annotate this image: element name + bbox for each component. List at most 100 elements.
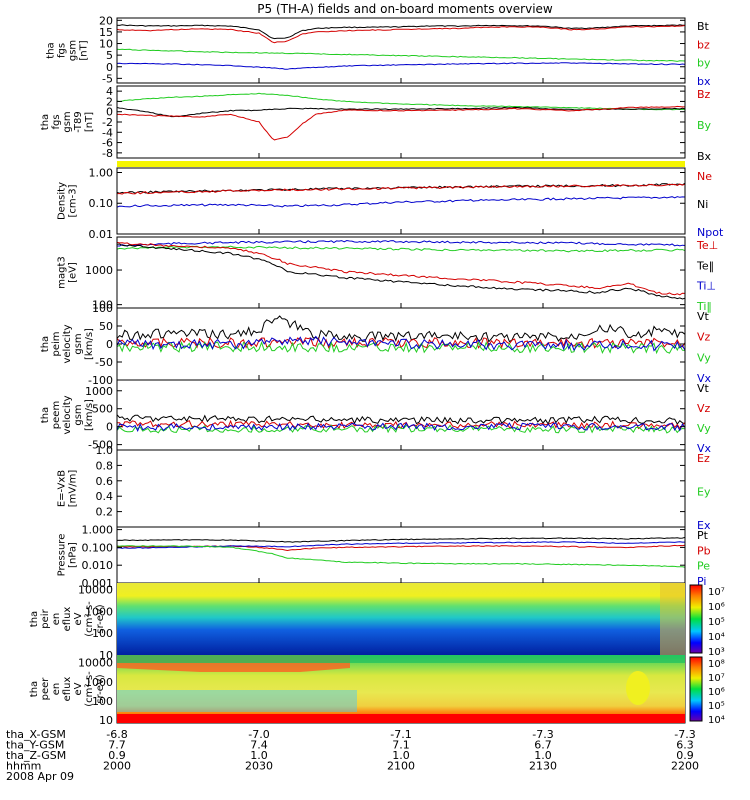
y-axis-label-efield: [mV/m]	[68, 470, 79, 508]
legend-peim_velocity-Vz: Vz	[697, 331, 711, 344]
panel-frame-density	[116, 167, 686, 235]
colorbar-label-peer_eflux: 10⁷	[708, 673, 725, 684]
y-axis-label-fgs: [nT]	[79, 40, 90, 60]
colorbar-peir_eflux	[689, 584, 703, 654]
peer-low-cyan	[117, 690, 357, 712]
y-tick-label-peer_eflux: 10	[99, 714, 113, 727]
y-axis-label-fgs_dev: -T89	[73, 111, 84, 133]
footer-value: 2000	[103, 760, 131, 773]
series-fgs-bz	[117, 25, 685, 44]
legend-temperature-Ti⊥: Ti⊥	[696, 280, 716, 293]
footer-value: 7.4	[250, 739, 268, 752]
legend-density-Ni: Ni	[697, 198, 708, 211]
colorbar-label-peir_eflux: 10³	[708, 647, 725, 658]
panel-temperature: 1000 100 magt3 [eV] Te⊥ Te‖ Ti⊥ Ti‖	[57, 236, 718, 313]
legend-fgs_dev-Bx: Bx	[697, 150, 712, 163]
y-tick-label-fgs: 10	[99, 38, 113, 51]
y-tick-label-fgs: 0	[106, 61, 113, 74]
footer-value: 2130	[529, 760, 557, 773]
panel-frame-pressure	[116, 526, 686, 584]
y-axis-label-peem_velocity: [km/s]	[84, 399, 95, 431]
y-tick-label-fgs_dev: 4	[106, 85, 113, 98]
footer-value: -7.3	[532, 728, 553, 741]
series-peem_velocity-Vy	[117, 424, 685, 434]
legend-fgs-bz: bz	[697, 38, 710, 51]
y-axis-label-peir_eflux: (cm²-s-	[84, 601, 95, 637]
y-tick-label-pressure: 0.010	[82, 559, 114, 572]
panel-peim_velocity: 100 50 0 -50 -100 tha peim velocity gsm [km/s] Vt V…	[40, 302, 712, 387]
y-tick-label-peir_eflux: 10000	[78, 584, 113, 597]
legend-peim_velocity-Vt: Vt	[697, 310, 710, 323]
footer-row-label: tha_Z-GSM	[6, 749, 66, 762]
y-axis-label-peir_eflux: eflux	[62, 607, 73, 632]
y-axis-label-efield: E=-VxB	[57, 470, 68, 507]
legend-temperature-Te‖: Te‖	[696, 259, 714, 272]
y-tick-label-efield: 0.4	[96, 490, 114, 503]
footer-value: 1.0	[392, 749, 410, 762]
legend-efield-Ez: Ez	[697, 452, 710, 465]
footer-value: -7.1	[390, 728, 411, 741]
series-density-Ne	[117, 183, 685, 195]
y-tick-label-temperature: 1000	[85, 264, 113, 277]
legend-peim_velocity-Vx: Vx	[697, 372, 712, 385]
y-tick-label-peir_eflux: 1000	[85, 605, 113, 618]
y-tick-label-fgs: 5	[106, 49, 113, 62]
footer-value: 7.7	[108, 739, 126, 752]
series-pressure-Pe	[117, 545, 685, 568]
y-axis-label-peer_eflux: (cm²-s-	[84, 671, 95, 707]
legend-temperature-Te⊥: Te⊥	[696, 239, 718, 252]
y-axis-label-peer_eflux: en	[51, 683, 62, 696]
y-axis-label-peir_eflux: peir	[40, 608, 51, 628]
series-fgs_dev-Bz	[117, 105, 685, 141]
series-temperature-Ti‖	[117, 245, 685, 253]
y-tick-label-peir_eflux: 100	[92, 627, 113, 640]
footer-value: -6.8	[106, 728, 127, 741]
footer-value: -7.3	[674, 728, 695, 741]
y-tick-label-efield: 1.0	[96, 444, 114, 457]
series-density-Npot	[117, 196, 685, 208]
y-axis-label-peim_velocity: peim	[51, 331, 62, 356]
figure-title: P5 (TH-A) fields and on-board moments ov…	[257, 2, 553, 16]
footer-value: 2030	[245, 760, 273, 773]
y-tick-label-fgs: 20	[99, 14, 113, 27]
footer-row-label: hhmm	[6, 760, 41, 773]
y-tick-label-peem_velocity: 500	[92, 403, 113, 416]
y-tick-label-peim_velocity: -100	[88, 374, 113, 387]
colorbar-label-peer_eflux: 10⁴	[708, 715, 725, 726]
y-axis-label-peem_velocity: peem	[51, 401, 62, 429]
y-axis-label-peer_eflux: peer	[40, 677, 51, 701]
legend-fgs-bx: bx	[697, 75, 711, 88]
x-axis-footer: tha_X-GSM -6.8 -7.0 -7.1 -7.3 -7.3 tha_Y-GSM 7.…	[6, 728, 699, 783]
y-tick-label-efield: 0.2	[96, 506, 114, 519]
y-axis-label-peer_eflux: eflux	[62, 677, 73, 702]
colorbar-label-peer_eflux: 10⁸	[708, 659, 725, 670]
panel-frame-peim_velocity	[116, 307, 686, 381]
colorbar-label-peer_eflux: 10⁶	[708, 687, 725, 698]
colorbar-label-peir_eflux: 10⁴	[708, 632, 725, 643]
panel-peem_velocity: 1000 500 0 -500 tha peem velocity gsm [km/s] Vt Vz…	[40, 379, 712, 455]
y-axis-label-temperature: magt3	[57, 256, 68, 289]
y-axis-label-fgs_dev: [nT]	[84, 112, 95, 132]
series-fgs_dev-Bx	[117, 106, 685, 118]
y-axis-label-fgs: tha	[46, 42, 57, 58]
colorbar-label-peir_eflux: 10⁶	[708, 602, 725, 613]
y-axis-label-peir_eflux: en	[51, 613, 62, 626]
y-tick-label-temperature: 100	[92, 299, 113, 312]
legend-fgs-Bt: Bt	[697, 20, 710, 33]
panel-fgs_dev: 420-2-4-6-8 tha fgs gsm -T89 [nT] Bz By Bx	[40, 85, 712, 163]
y-axis-label-fgs_dev: gsm	[62, 111, 73, 132]
y-tick-label-peir_eflux: 10	[99, 649, 113, 662]
y-tick-label-fgs_dev: -2	[102, 116, 113, 129]
panel-pressure: 1.000 0.100 0.010 0.001 Pressure [nPa] Pt Pb Pe P…	[57, 524, 711, 590]
peer-bottom-band	[117, 714, 685, 723]
y-tick-label-peim_velocity: 50	[99, 320, 113, 333]
legend-peem_velocity-Vt: Vt	[697, 382, 710, 395]
y-tick-label-peim_velocity: 0	[106, 338, 113, 351]
y-axis-label-peir_eflux: tha	[29, 611, 40, 627]
y-tick-label-peer_eflux: 1000	[85, 676, 113, 689]
y-axis-label-pressure: [nPa]	[68, 542, 79, 568]
colorbar-label-peer_eflux: 10⁵	[708, 701, 725, 712]
y-axis-label-fgs: fgs	[57, 43, 68, 58]
legend-peim_velocity-Vy: Vy	[697, 351, 711, 364]
